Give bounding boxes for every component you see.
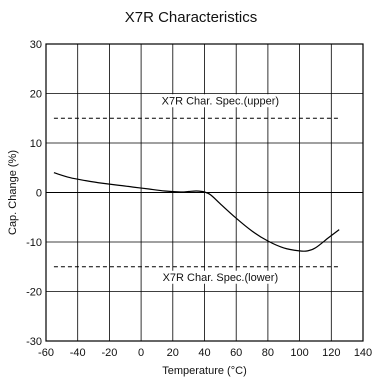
y-axis-label: Cap. Change (%) [7,150,19,235]
x-axis-label: Temperature (°C) [162,365,246,377]
spec-limit-label: X7R Char. Spec.(upper) [162,95,279,107]
reference-lines: X7R Char. Spec.(upper) X7R Char. Spec.(lo… [53,94,340,284]
x-tick-label: 120 [322,347,340,359]
x-tick-labels: -60 -40 -20 0 20 40 60 80 100 120 140 [38,347,372,359]
x-tick-label: 80 [262,347,274,359]
x-tick-label: 0 [138,347,144,359]
x-tick-label: -40 [70,347,86,359]
y-tick-label: -20 [26,287,42,299]
x-tick-label: 100 [290,347,308,359]
y-tick-labels: -30 -20 -10 0 10 20 30 [26,39,42,348]
spec-label-background [146,94,294,108]
capacitance-change-curve [53,172,340,252]
chart-title: X7R Characteristics [125,9,258,26]
x-tick-label: 20 [167,347,179,359]
spec-limit-label: X7R Char. Spec.(lower) [163,272,279,284]
x-tick-label: 140 [354,347,372,359]
y-tick-label: -10 [26,237,42,249]
y-tick-label: 20 [30,89,42,101]
spec-label-background [146,270,294,284]
y-tick-label: 10 [30,138,42,150]
y-tick-label: 0 [36,188,42,200]
y-tick-label: -30 [26,336,42,348]
y-tick-label: 30 [30,39,42,51]
x-tick-label: 40 [198,347,210,359]
series-layer [53,172,340,252]
x-tick-label: 60 [230,347,242,359]
x-tick-label: -20 [101,347,117,359]
plot-frame [45,43,364,342]
x-tick-label: -60 [38,347,54,359]
